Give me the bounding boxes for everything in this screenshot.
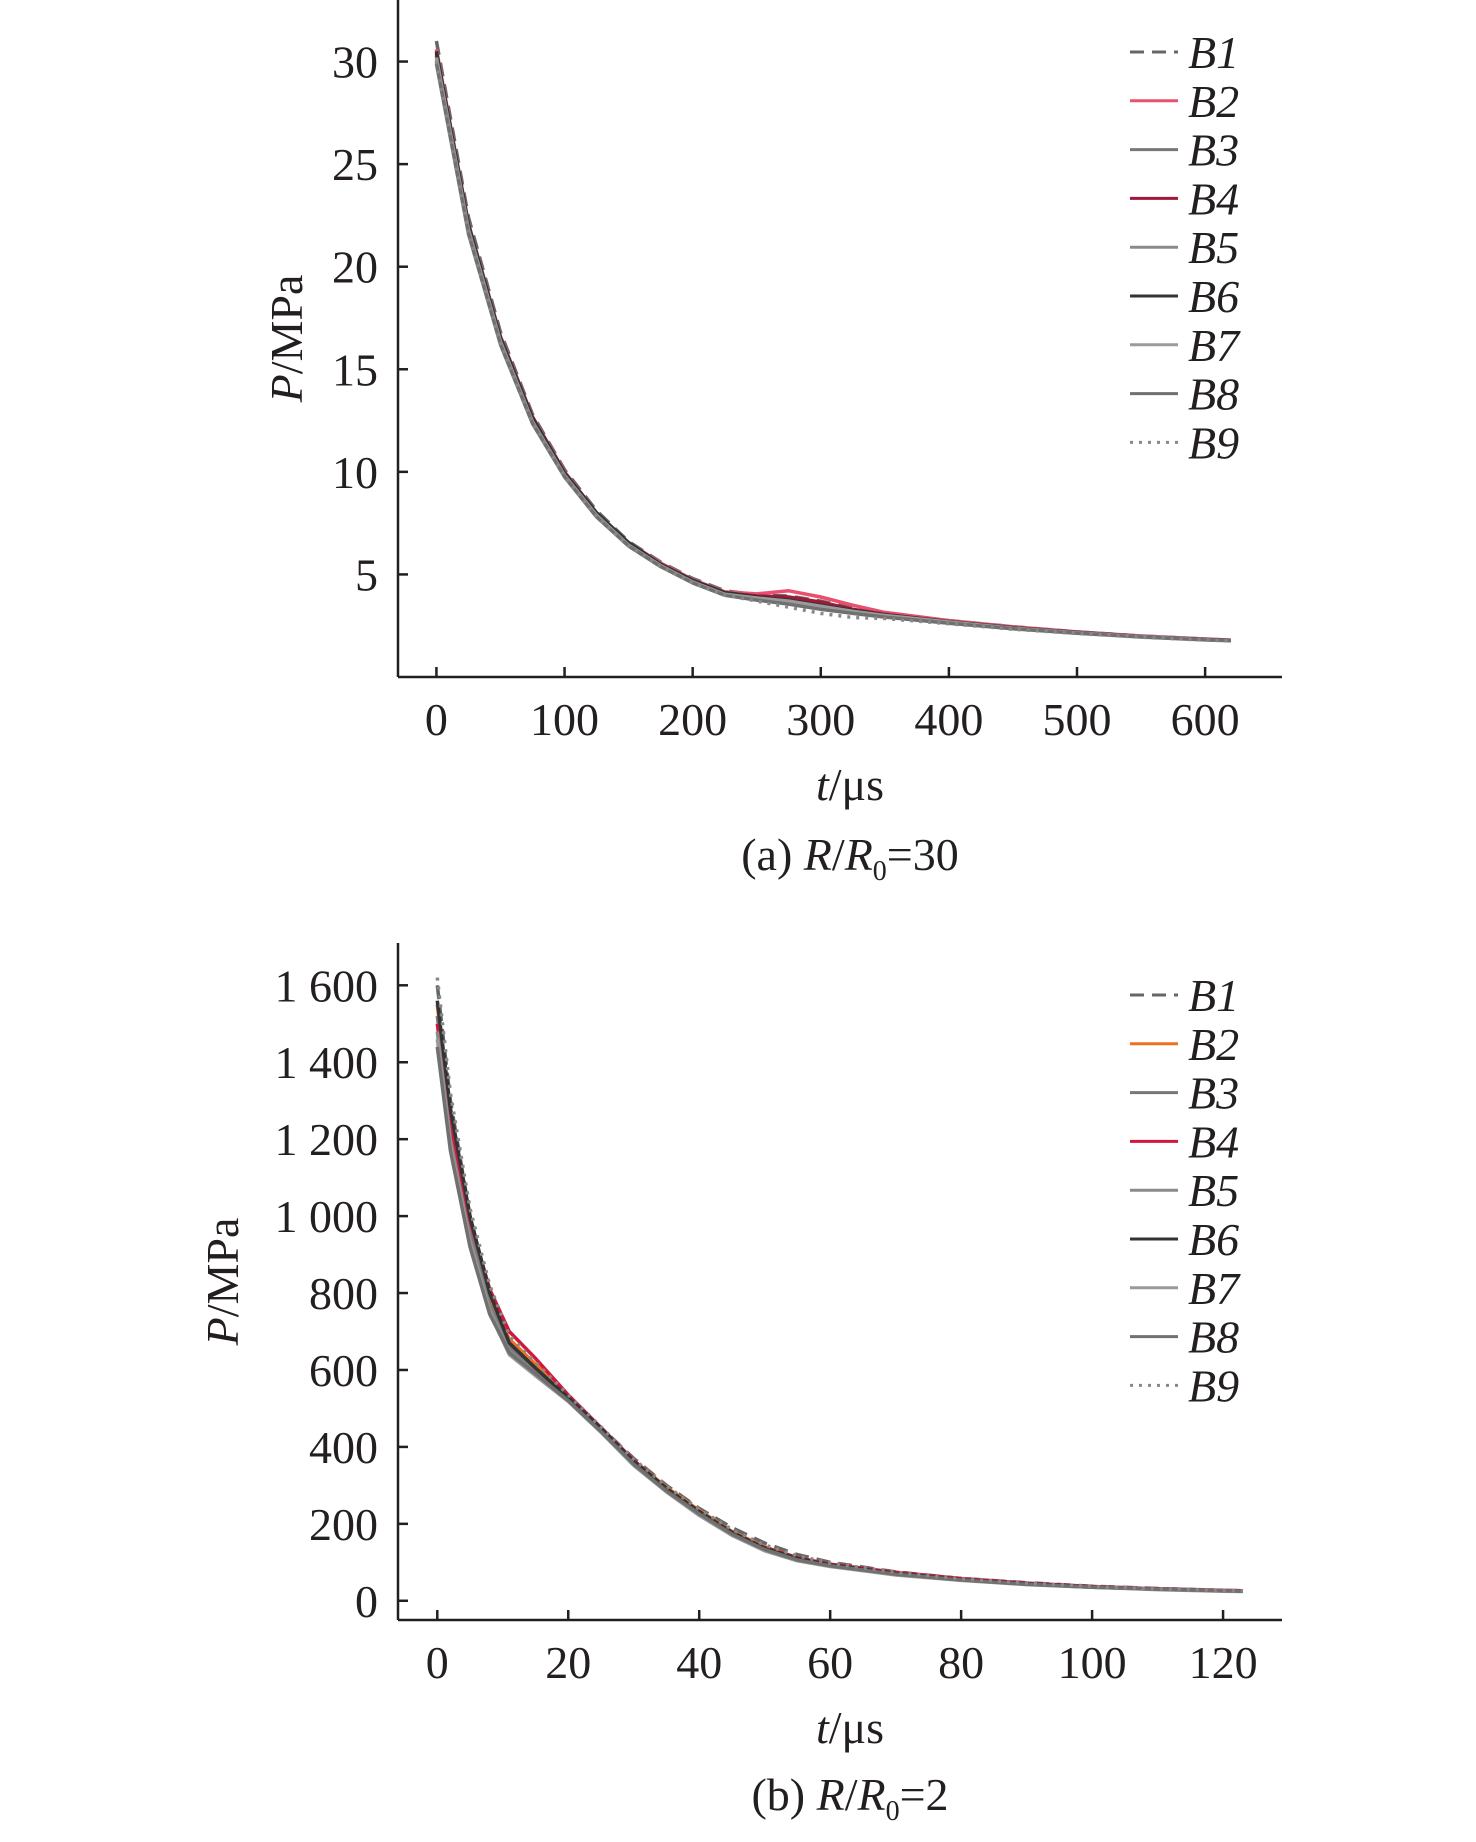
x-tick-label: 100 <box>530 694 599 745</box>
chart-caption: (a) R/R0=30 <box>741 829 959 887</box>
legend-label-B9: B9 <box>1188 417 1239 468</box>
x-tick-label: 400 <box>914 694 983 745</box>
caption-eq: =2 <box>900 1769 949 1820</box>
x-axis-label: t/μs <box>816 759 884 810</box>
y-tick-label: 15 <box>332 344 378 395</box>
x-tick-label: 60 <box>807 1637 853 1688</box>
caption-sub: 0 <box>873 856 887 887</box>
legend-label-B1: B1 <box>1188 27 1239 78</box>
x-axis-label-var: t <box>816 759 830 810</box>
x-tick-label: 120 <box>1189 1637 1258 1688</box>
y-tick-label: 1 000 <box>275 1191 379 1242</box>
chart-b: 0 20 40 60 80 100 120 0 200 400 600 800 1 000 1 200 1 … <box>197 943 1282 1827</box>
x-axis-label: t/μs <box>816 1702 884 1753</box>
y-axis-label-var: P <box>197 1317 248 1346</box>
caption-sub: 0 <box>886 1796 900 1827</box>
x-tick-label: 200 <box>658 694 727 745</box>
legend-label-B8: B8 <box>1188 369 1239 420</box>
x-axis-label-var: t <box>816 1702 830 1753</box>
caption-r: R <box>803 829 832 880</box>
caption-eq: =30 <box>887 829 959 880</box>
caption-slash: / <box>845 1769 858 1820</box>
legend-label-B9: B9 <box>1188 1360 1239 1411</box>
x-tick-label: 0 <box>425 694 448 745</box>
caption-prefix: (a) <box>741 829 804 880</box>
y-tick-label: 800 <box>309 1268 378 1319</box>
x-tick-label: 100 <box>1058 1637 1127 1688</box>
x-tick-label: 300 <box>786 694 855 745</box>
caption-r: R <box>816 1769 845 1820</box>
legend-label-B1: B1 <box>1188 970 1239 1021</box>
legend-label-B2: B2 <box>1188 76 1239 127</box>
legend-label-B4: B4 <box>1188 1116 1239 1167</box>
y-tick-label: 20 <box>332 242 378 293</box>
y-tick-label: 200 <box>309 1499 378 1550</box>
y-tick-label: 400 <box>309 1422 378 1473</box>
y-axis-label-unit: /MPa <box>261 275 312 375</box>
y-tick-label: 1 600 <box>275 960 379 1011</box>
x-tick-label: 40 <box>676 1637 722 1688</box>
y-tick-label: 1 400 <box>275 1037 379 1088</box>
legend-label-B5: B5 <box>1188 1165 1239 1216</box>
legend-label-B7: B7 <box>1188 1263 1241 1314</box>
caption-r0: R <box>844 829 873 880</box>
chart-caption: (b) R/R0=2 <box>751 1769 948 1827</box>
caption-r0: R <box>856 1769 885 1820</box>
legend-label-B3: B3 <box>1188 125 1239 176</box>
caption-slash: / <box>832 829 845 880</box>
legend-label-B5: B5 <box>1188 222 1239 273</box>
y-axis-label-var: P <box>261 374 312 403</box>
x-tick-label: 500 <box>1043 694 1112 745</box>
legend-label-B8: B8 <box>1188 1312 1239 1363</box>
x-tick-label: 600 <box>1171 694 1240 745</box>
y-tick-label: 25 <box>332 139 378 190</box>
y-axis-label: P/MPa <box>261 275 312 404</box>
y-tick-label: 600 <box>309 1345 378 1396</box>
chart-a: 0 100 200 300 400 500 600 5 10 15 20 25 30 t/μs P/MPa B… <box>261 0 1282 887</box>
legend-label-B6: B6 <box>1188 271 1239 322</box>
y-tick-label: 10 <box>332 447 378 498</box>
y-tick-label: 0 <box>355 1576 378 1627</box>
x-axis-label-unit: /μs <box>829 759 884 810</box>
legend-label-B6: B6 <box>1188 1214 1239 1265</box>
x-tick-label: 0 <box>426 1637 449 1688</box>
legend-label-B2: B2 <box>1188 1019 1239 1070</box>
y-tick-label: 1 200 <box>275 1114 379 1165</box>
caption-prefix: (b) <box>751 1769 816 1820</box>
y-tick-label: 30 <box>332 37 378 88</box>
x-axis-label-unit: /μs <box>829 1702 884 1753</box>
legend-label-B7: B7 <box>1188 320 1241 371</box>
series-line-B9 <box>434 61 1231 643</box>
y-axis-label: P/MPa <box>197 1218 248 1347</box>
y-axis-label-unit: /MPa <box>197 1218 248 1318</box>
legend-label-B3: B3 <box>1188 1068 1239 1119</box>
legend-label-B4: B4 <box>1188 173 1239 224</box>
x-tick-label: 20 <box>545 1637 591 1688</box>
series-line-B8 <box>435 1046 1243 1593</box>
x-tick-label: 80 <box>938 1637 984 1688</box>
y-tick-label: 5 <box>355 549 378 600</box>
